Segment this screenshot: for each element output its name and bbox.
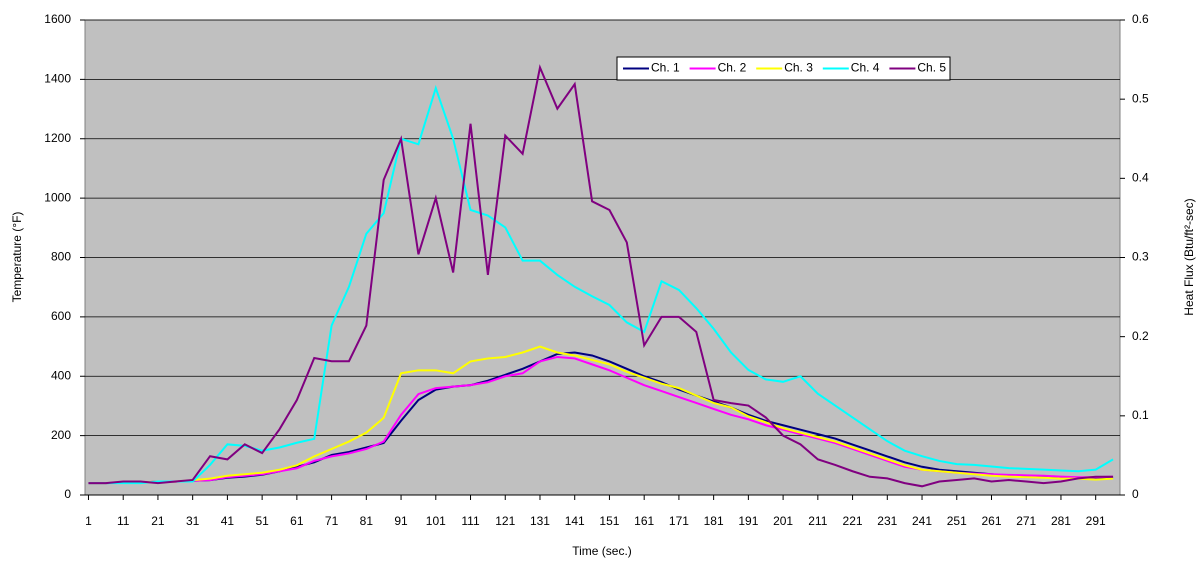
y2-axis-label: Heat Flux (Btu/ft²-sec) [1182,198,1196,315]
y2-tick-label: 0.3 [1132,250,1149,264]
legend-label: Ch. 5 [917,61,946,75]
x-tick-label: 61 [290,514,304,528]
y-tick-label: 400 [51,368,71,382]
x-tick-label: 271 [1016,514,1036,528]
y-tick-label: 1000 [44,190,71,204]
legend-box [616,56,951,81]
x-tick-label: 151 [599,514,619,528]
x-tick-label: 81 [360,514,374,528]
y2-tick-label: 0.4 [1132,171,1149,185]
y-tick-label: 1200 [44,131,71,145]
legend-label: Ch. 2 [718,61,747,75]
y2-tick-label: 0.5 [1132,91,1149,105]
x-tick-label: 291 [1086,514,1106,528]
x-tick-label: 51 [255,514,269,528]
x-tick-label: 91 [394,514,408,528]
legend-label: Ch. 1 [651,61,680,75]
y-tick-label: 200 [51,428,71,442]
x-tick-label: 11 [117,514,130,528]
x-tick-label: 211 [808,514,827,528]
y-tick-label: 800 [51,250,71,264]
x-tick-label: 111 [461,514,480,528]
x-tick-label: 31 [186,514,200,528]
x-tick-label: 261 [981,514,1001,528]
x-tick-label: 241 [912,514,932,528]
x-tick-label: 141 [565,514,585,528]
legend-label: Ch. 3 [784,61,813,75]
series-line [88,345,1114,485]
x-tick-label: 161 [634,514,654,528]
series-line [88,84,1114,485]
x-tick-label: 71 [325,514,339,528]
y-axis-label: Temperature (°F) [10,212,24,303]
x-tick-label: 171 [669,514,689,528]
y-tick-label: 600 [51,309,71,323]
x-tick-label: 221 [843,514,863,528]
y-tick-label: 1600 [44,12,71,26]
y2-tick-label: 0 [1132,487,1139,501]
x-tick-label: 131 [530,514,550,528]
y2-tick-label: 0.6 [1132,12,1149,26]
legend-label: Ch. 4 [851,61,880,75]
x-tick-label: 101 [426,514,446,528]
y2-tick-label: 0.2 [1132,329,1149,343]
x-tick-label: 281 [1051,514,1071,528]
series-line [88,64,1114,488]
x-tick-label: 181 [704,514,724,528]
x-tick-label: 121 [495,514,515,528]
y-tick-label: 0 [64,487,71,501]
x-axis-label: Time (sec.) [572,544,632,558]
x-tick-label: 21 [151,514,165,528]
x-tick-label: 41 [221,514,235,528]
x-tick-label: 251 [947,514,967,528]
x-tick-label: 1 [85,514,92,528]
y2-tick-label: 0.1 [1132,408,1149,422]
x-tick-label: 201 [773,514,793,528]
x-tick-label: 191 [738,514,758,528]
y-tick-label: 1400 [44,72,71,86]
x-tick-label: 231 [877,514,897,528]
